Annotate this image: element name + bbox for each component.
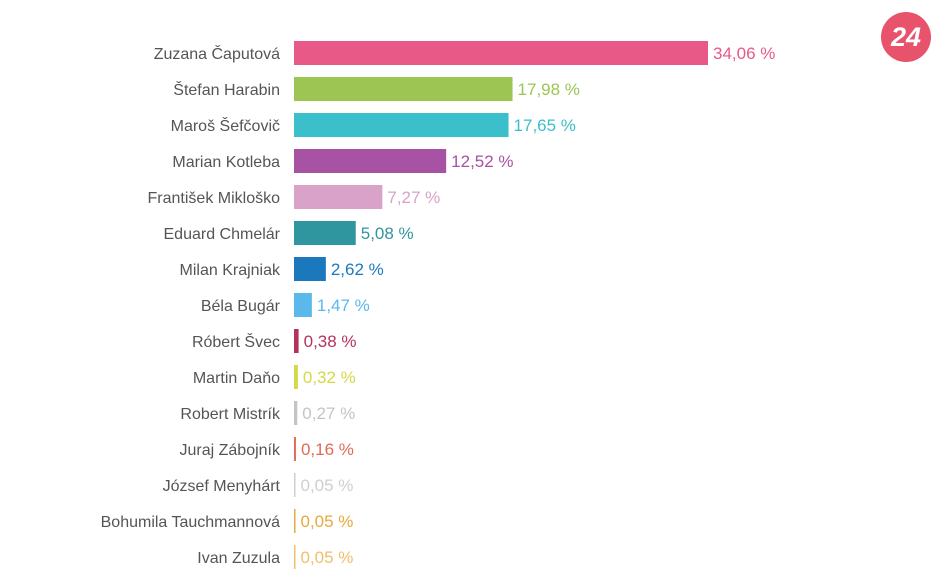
- category-label: Ivan Zuzula: [197, 550, 280, 567]
- bar: [294, 257, 326, 281]
- bar: [294, 329, 299, 353]
- category-label: Martin Daňo: [193, 370, 280, 387]
- site-logo: 24: [881, 12, 931, 62]
- logo-text: 24: [890, 22, 921, 52]
- category-label: Róbert Švec: [192, 332, 280, 351]
- bar: [294, 545, 296, 569]
- value-label: 7,27 %: [387, 188, 440, 207]
- category-label: Marian Kotleba: [172, 154, 280, 171]
- category-label: Zuzana Čaputová: [154, 44, 280, 63]
- value-label: 12,52 %: [451, 152, 513, 171]
- value-label: 0,27 %: [302, 404, 355, 423]
- bar: [294, 185, 383, 209]
- bar: [294, 113, 509, 137]
- bar: [294, 365, 298, 389]
- logo-circle: [881, 12, 931, 62]
- value-label: 5,08 %: [361, 224, 414, 243]
- value-label: 17,65 %: [514, 116, 576, 135]
- bar: [294, 293, 312, 317]
- bar: [294, 149, 447, 173]
- bar: [294, 77, 513, 101]
- category-label: József Menyhárt: [163, 478, 281, 495]
- category-label: Bohumila Tauchmannová: [101, 514, 280, 531]
- bar: [294, 41, 708, 65]
- value-label: 0,05 %: [301, 548, 354, 567]
- category-label: Milan Krajniak: [180, 262, 281, 279]
- value-label: 0,38 %: [304, 332, 357, 351]
- value-label: 2,62 %: [331, 260, 384, 279]
- value-label: 0,05 %: [301, 512, 354, 531]
- category-label: Maroš Šefčovič: [171, 116, 280, 135]
- category-label: Robert Mistrík: [180, 406, 281, 423]
- category-label: František Mikloško: [148, 190, 281, 207]
- value-label: 34,06 %: [713, 44, 775, 63]
- value-label: 0,32 %: [303, 368, 356, 387]
- bar: [294, 509, 296, 533]
- value-label: 1,47 %: [317, 296, 370, 315]
- bar: [294, 401, 298, 425]
- bar: [294, 473, 296, 497]
- bar: [294, 221, 356, 245]
- value-label: 17,98 %: [518, 80, 580, 99]
- category-label: Juraj Zábojník: [180, 442, 281, 459]
- bar: [294, 437, 296, 461]
- value-label: 0,16 %: [301, 440, 354, 459]
- category-label: Štefan Harabin: [173, 80, 280, 99]
- category-label: Eduard Chmelár: [164, 226, 281, 243]
- value-label: 0,05 %: [301, 476, 354, 495]
- category-label: Béla Bugár: [201, 298, 281, 315]
